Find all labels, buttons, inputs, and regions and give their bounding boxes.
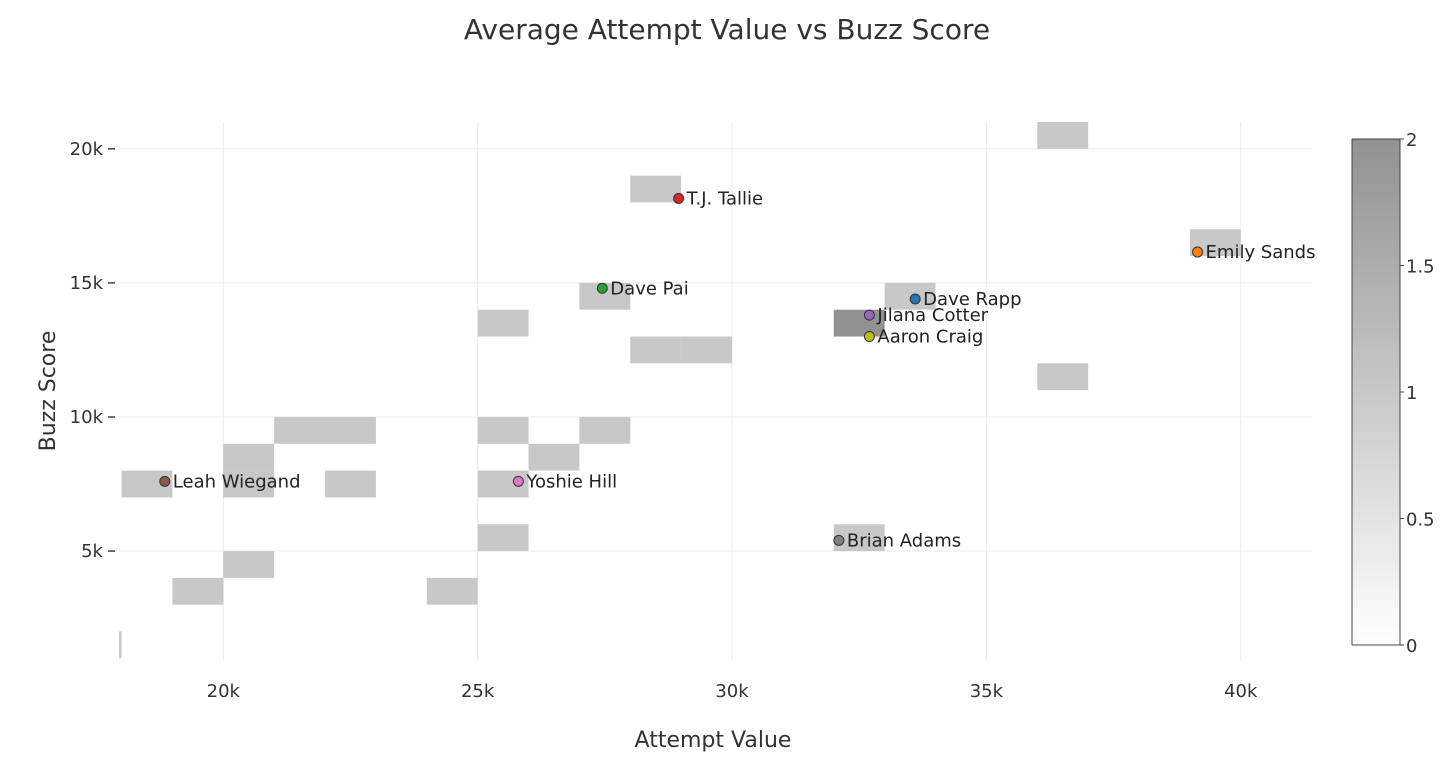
y-axis-title: Buzz Score bbox=[36, 331, 61, 452]
x-tick-label: 40k bbox=[1224, 681, 1258, 702]
data-point-label: Dave Rapp bbox=[923, 289, 1021, 310]
data-point-label: Leah Wiegand bbox=[173, 471, 301, 492]
chart-title: Average Attempt Value vs Buzz Score bbox=[464, 13, 990, 46]
data-point bbox=[1192, 246, 1204, 258]
data-point bbox=[512, 475, 524, 487]
heatmap-cell bbox=[477, 416, 529, 444]
colorbar-tick-label: 2 bbox=[1406, 130, 1417, 151]
data-point-label: Emily Sands bbox=[1206, 242, 1316, 263]
heatmap-cell bbox=[477, 309, 529, 337]
heatmap-cell bbox=[884, 282, 936, 310]
heatmap-cell bbox=[833, 309, 885, 337]
heatmap-cell bbox=[223, 470, 275, 498]
y-axis: 5k 10k 15k 20k bbox=[70, 139, 115, 562]
heatmap-cell bbox=[681, 336, 733, 364]
data-point bbox=[863, 331, 875, 343]
data-point bbox=[159, 475, 171, 487]
heatmap-cell bbox=[528, 443, 580, 471]
x-tick-label: 35k bbox=[970, 681, 1004, 702]
colorbar-scale bbox=[1351, 138, 1401, 646]
scatter-points: T.J. Tallie Emily Sands Dave Pai Dave RappJ… bbox=[159, 188, 1316, 551]
data-point-label: Brian Adams bbox=[847, 530, 961, 551]
heatmap-cell bbox=[325, 416, 376, 444]
colorbar-tick-label: 1.5 bbox=[1406, 257, 1435, 278]
heatmap-cell bbox=[172, 577, 224, 605]
heatmap-cell bbox=[1037, 122, 1089, 149]
x-axis-title: Attempt Value bbox=[635, 728, 792, 753]
y-tick-label: 5k bbox=[81, 541, 103, 562]
data-point-label: Jilana Cotter bbox=[876, 305, 988, 326]
colorbar: 0 0.5 1 1.5 2 bbox=[1351, 130, 1435, 657]
heatmap-cell bbox=[426, 577, 478, 605]
data-point bbox=[596, 282, 608, 294]
colorbar-tick-label: 0.5 bbox=[1406, 510, 1435, 531]
data-point-label: Yoshie Hill bbox=[525, 471, 617, 492]
data-point-label: T.J. Tallie bbox=[686, 188, 763, 209]
data-point-label: Aaron Craig bbox=[877, 327, 983, 348]
data-point bbox=[909, 293, 921, 305]
data-point-label: Dave Pai bbox=[610, 278, 688, 299]
data-point bbox=[863, 309, 875, 321]
heatmap-cell bbox=[579, 416, 631, 444]
heatmap-cell bbox=[274, 416, 326, 444]
heatmap-cell bbox=[325, 470, 376, 498]
heatmap-cell bbox=[630, 336, 682, 364]
x-tick-label: 30k bbox=[715, 681, 749, 702]
heatmap-cell bbox=[119, 631, 122, 659]
colorbar-tick-label: 0 bbox=[1406, 636, 1417, 657]
y-tick-label: 15k bbox=[70, 273, 104, 294]
heatmap-cells bbox=[119, 122, 1241, 659]
x-tick-label: 25k bbox=[461, 681, 495, 702]
data-point bbox=[833, 534, 845, 546]
heatmap-cell bbox=[1037, 363, 1089, 391]
data-point bbox=[673, 192, 685, 204]
y-tick-label: 10k bbox=[70, 407, 104, 428]
heatmap-cell bbox=[630, 175, 682, 203]
colorbar-tick-label: 1 bbox=[1406, 383, 1417, 404]
x-tick-label: 20k bbox=[207, 681, 241, 702]
x-axis: 20k 25k 30k 35k 40k bbox=[207, 681, 1258, 702]
heatmap-cell bbox=[223, 443, 275, 471]
y-tick-label: 20k bbox=[70, 139, 104, 160]
heatmap-cell bbox=[223, 551, 275, 578]
heatmap-cell bbox=[477, 524, 529, 552]
